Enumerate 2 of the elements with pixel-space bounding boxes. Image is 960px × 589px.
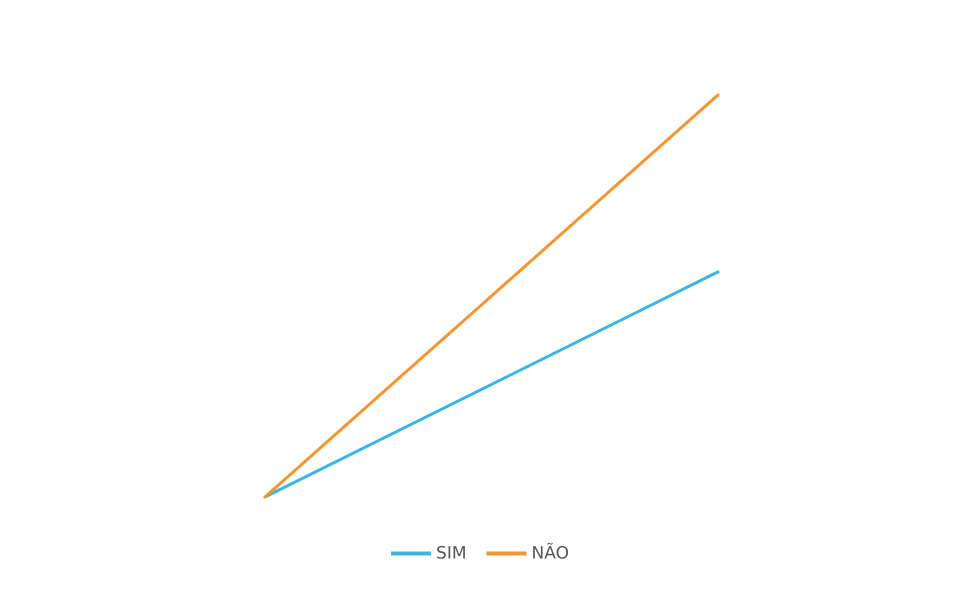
- legend-label: NÃO: [532, 542, 569, 564]
- legend-label: SIM: [436, 544, 467, 564]
